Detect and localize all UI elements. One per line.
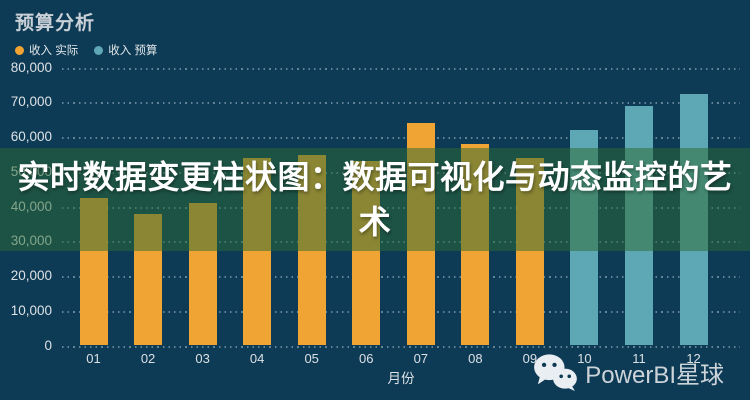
legend-item-0[interactable]: 收入 实际 (15, 42, 78, 58)
x-axis-tick-label: 02 (140, 351, 156, 366)
gridline-70000 (62, 102, 740, 105)
gridline-60000 (62, 137, 740, 140)
x-axis-tick-label: 10 (577, 351, 592, 366)
x-axis-tick-label: 05 (304, 351, 319, 366)
watermark-text: PowerBI星球 (585, 361, 724, 389)
gridline-20000 (62, 276, 740, 279)
x-axis-title: 月份 (387, 371, 415, 386)
x-axis-tick-label: 12 (686, 351, 701, 366)
y-axis-tick-label: 70,000 (10, 94, 52, 110)
y-axis-tick-label: 0 (44, 337, 52, 353)
watermark: PowerBI星球 (532, 353, 724, 391)
gridline-0 (62, 345, 740, 348)
legend: 收入 实际 收入 预算 (15, 42, 157, 58)
legend-label: 收入 预算 (108, 45, 158, 57)
x-axis-tick-label: 06 (359, 351, 374, 366)
wechat-icon (534, 354, 578, 391)
x-axis-tick-label: 11 (632, 351, 646, 366)
chart-title: 预算分析 (15, 13, 96, 34)
legend-item-1[interactable]: 收入 预算 (94, 42, 157, 58)
y-axis-tick-label: 80,000 (10, 59, 52, 75)
gridline-80000 (62, 67, 740, 70)
x-axis-tick-label: 07 (413, 351, 429, 366)
gridline-10000 (62, 310, 740, 313)
y-axis-tick-label: 20,000 (10, 268, 52, 284)
x-axis-tick-label: 01 (86, 351, 101, 366)
x-axis-tick-label: 03 (195, 351, 210, 366)
x-axis-tick-label: 08 (468, 351, 483, 366)
headline-overlay: 实时数据变更柱状图：数据可视化与动态监控的艺术 (0, 148, 750, 251)
y-axis-tick-label: 10,000 (10, 302, 52, 318)
legend-label: 收入 实际 (29, 45, 79, 57)
headline-text: 实时数据变更柱状图：数据可视化与动态监控的艺术 (17, 158, 733, 240)
legend-dot-icon (15, 45, 24, 55)
legend-dot-icon (94, 45, 104, 55)
y-axis-tick-label: 60,000 (10, 129, 52, 145)
chart-header: 预算分析 收入 实际 收入 预算 (15, 8, 157, 58)
x-axis-tick-label: 09 (522, 351, 538, 366)
x-axis-tick-label: 04 (249, 351, 265, 366)
